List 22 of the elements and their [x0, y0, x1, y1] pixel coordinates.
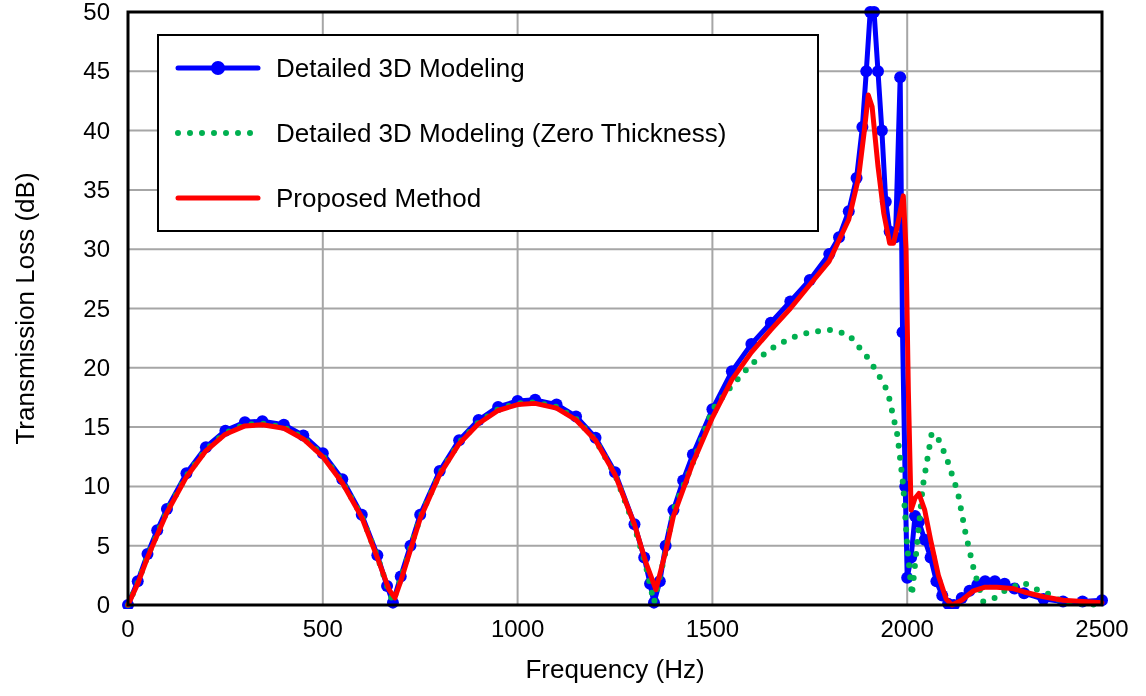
- legend-label: Proposed Method: [276, 183, 482, 213]
- legend-label: Detailed 3D Modeling (Zero Thickness): [276, 118, 727, 148]
- x-tick-label: 1500: [685, 615, 740, 642]
- x-tick-label: 500: [302, 615, 343, 642]
- x-tick-label: 1000: [490, 615, 545, 642]
- y-tick-label: 40: [83, 116, 110, 144]
- x-tick-label: 2500: [1075, 615, 1129, 642]
- y-tick-label: 50: [83, 0, 110, 25]
- y-tick-label: 35: [83, 175, 110, 203]
- y-tick-label: 20: [83, 353, 110, 381]
- y-tick-label: 0: [96, 591, 110, 618]
- y-axis-title: Transmission Loss (dB): [10, 172, 40, 445]
- y-tick-label: 15: [83, 413, 110, 441]
- y-tick-label: 25: [83, 294, 110, 322]
- x-tick-label: 0: [121, 615, 135, 642]
- y-tick-label: 30: [83, 235, 110, 263]
- legend-label: Detailed 3D Modeling: [276, 53, 525, 83]
- y-tick-label: 45: [83, 57, 110, 85]
- x-axis-title: Frequency (Hz): [525, 654, 705, 684]
- x-tick-label: 2000: [880, 615, 934, 642]
- y-tick-label: 5: [96, 531, 110, 559]
- y-tick-label: 10: [83, 472, 110, 500]
